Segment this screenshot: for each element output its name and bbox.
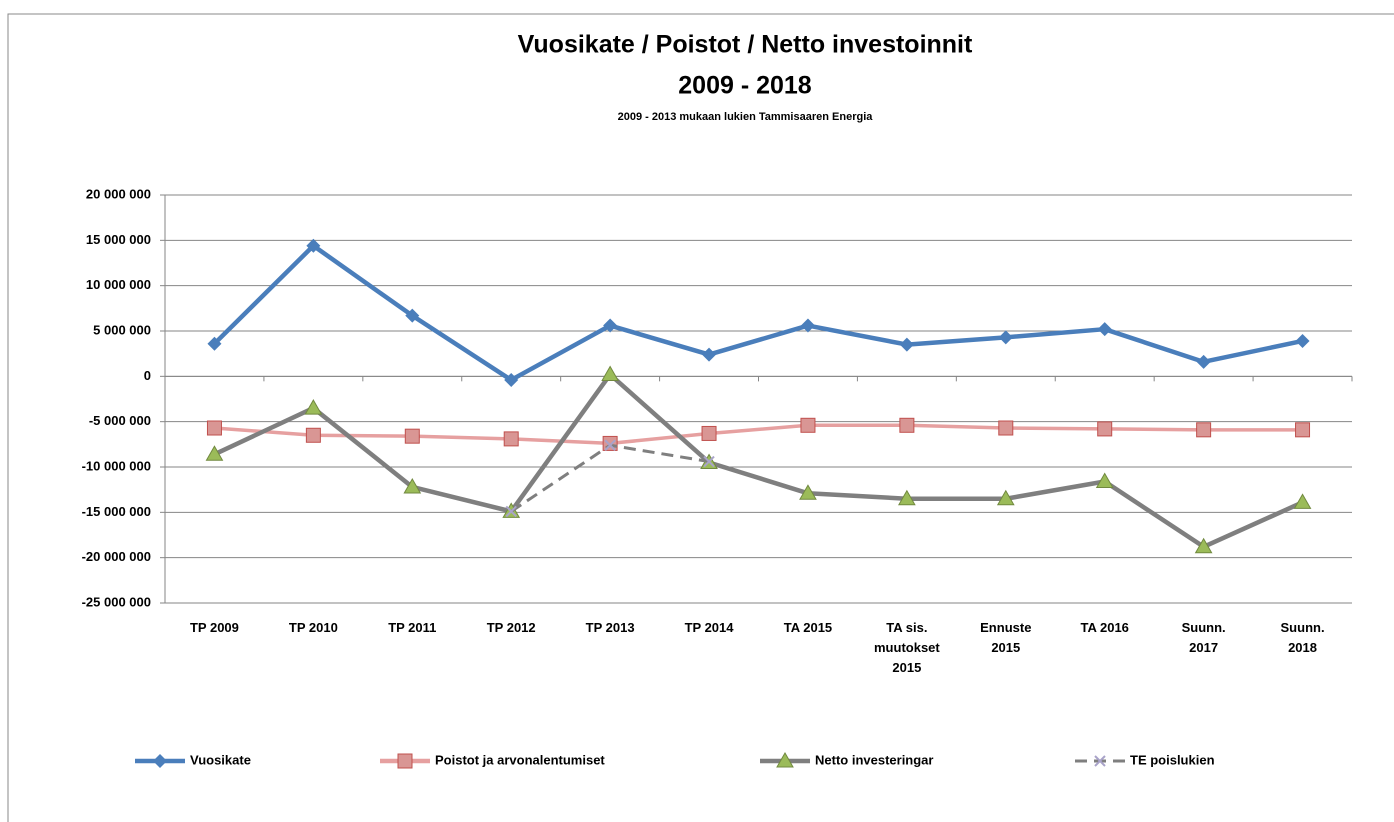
- x-tick-label: Suunn. 2017: [1182, 620, 1226, 655]
- x-tick-label: TA 2016: [1080, 620, 1128, 635]
- y-tick-label: 0: [144, 368, 151, 383]
- legend-label: Poistot ja arvonalentumiset: [435, 752, 605, 767]
- x-tick-label: Ennuste 2015: [980, 620, 1031, 655]
- series-line: [214, 423, 1303, 446]
- marker: [1196, 354, 1211, 369]
- x-tick-label: TA sis. muutokset 2015: [874, 620, 940, 675]
- marker: [1196, 422, 1212, 438]
- marker: [304, 399, 323, 415]
- marker: [306, 238, 321, 253]
- marker: [206, 420, 222, 436]
- marker: [404, 428, 420, 444]
- series: [505, 439, 715, 518]
- chart-title: 2009 - 2018: [678, 72, 812, 100]
- y-tick-label: -20 000 000: [82, 549, 151, 564]
- legend-item: Poistot ja arvonalentumiset: [380, 752, 605, 769]
- marker: [397, 753, 413, 769]
- marker: [403, 477, 422, 494]
- marker: [1293, 493, 1312, 509]
- marker: [899, 337, 914, 352]
- marker: [504, 372, 519, 387]
- marker: [898, 489, 916, 506]
- series-line: [213, 372, 1304, 550]
- marker: [702, 347, 717, 362]
- series-line: [212, 243, 1304, 383]
- y-tick-label: -5 000 000: [89, 413, 151, 428]
- legend-label: Vuosikate: [190, 752, 251, 767]
- marker: [776, 751, 794, 768]
- marker: [998, 330, 1013, 345]
- y-tick-label: -10 000 000: [82, 458, 151, 473]
- x-tick-label: TP 2011: [388, 620, 436, 635]
- marker: [602, 435, 618, 451]
- marker: [305, 427, 321, 443]
- y-tick-label: 15 000 000: [86, 232, 151, 247]
- legend-item: TE poislukien: [1075, 752, 1215, 767]
- marker: [799, 484, 817, 500]
- marker: [153, 754, 167, 768]
- y-tick-label: 10 000 000: [86, 277, 151, 292]
- y-tick-label: 20 000 000: [86, 186, 151, 201]
- legend-label: TE poislukien: [1130, 752, 1215, 767]
- marker: [503, 431, 519, 447]
- marker: [701, 425, 717, 441]
- marker: [1097, 421, 1113, 437]
- marker: [1295, 422, 1311, 438]
- y-tick-label: -25 000 000: [82, 594, 151, 609]
- marker: [604, 439, 616, 451]
- x-tick-label: TP 2014: [685, 620, 735, 635]
- marker: [405, 308, 420, 323]
- legend-label: Netto investeringar: [815, 752, 933, 767]
- marker: [1194, 537, 1213, 554]
- legend-item: Vuosikate: [135, 752, 251, 768]
- marker: [800, 318, 815, 333]
- chart-subtitle: 2009 - 2013 mukaan lukien Tammisaaren En…: [618, 111, 874, 123]
- chart-title: Vuosikate / Poistot / Netto investoinnit: [518, 31, 973, 59]
- x-tick-label: Suunn. 2018: [1281, 620, 1325, 655]
- series: [207, 238, 1310, 387]
- marker: [899, 417, 915, 433]
- marker: [996, 489, 1015, 506]
- legend-item: Netto investeringar: [760, 751, 933, 768]
- series: [206, 417, 1311, 451]
- x-tick-label: TP 2009: [190, 620, 239, 635]
- y-tick-label: 5 000 000: [93, 322, 151, 337]
- marker: [603, 318, 618, 333]
- x-tick-label: TP 2012: [487, 620, 536, 635]
- marker: [998, 420, 1014, 436]
- chart-frame: [7, 13, 1394, 822]
- marker: [1295, 333, 1310, 348]
- y-tick-label: -15 000 000: [82, 504, 151, 519]
- marker: [800, 417, 816, 433]
- marker: [505, 505, 517, 518]
- marker: [703, 455, 715, 468]
- marker: [1094, 755, 1106, 767]
- x-tick-label: TP 2010: [289, 620, 338, 635]
- marker: [207, 336, 222, 351]
- marker: [205, 445, 224, 461]
- x-tick-label: TA 2015: [784, 620, 832, 635]
- marker: [1095, 472, 1114, 489]
- marker: [1097, 322, 1112, 337]
- marker: [601, 365, 619, 382]
- x-tick-label: TP 2013: [586, 620, 635, 635]
